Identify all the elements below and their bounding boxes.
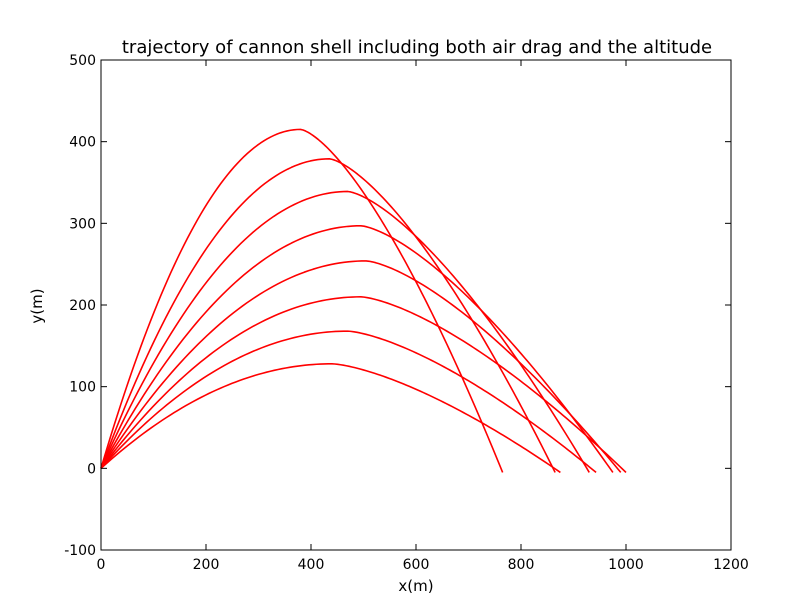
x-axis-ticks: 0 200 400 600 800 1000 1200 [97,60,749,573]
x-tick-label: 0 [97,557,106,573]
x-axis-label: x(m) [398,577,433,595]
y-tick-label: 300 [69,216,96,232]
y-tick-label: 500 [69,53,96,69]
x-tick-label: 200 [193,557,220,573]
x-tick-label: 1000 [608,557,644,573]
trajectory-series-group [100,128,627,474]
y-tick-label: 400 [69,135,96,151]
x-tick-label: 1200 [713,557,749,573]
x-tick-label: 400 [298,557,325,573]
trajectory-2-line [100,330,597,474]
trajectory-7-line [100,158,556,473]
y-tick-label: 0 [87,461,96,477]
trajectory-8-line [100,128,504,473]
y-tick-label: 200 [69,298,96,314]
y-axis-label: y(m) [28,288,46,323]
trajectory-4-line [100,260,622,473]
y-tick-label: 100 [69,380,96,396]
y-tick-label: -100 [64,543,96,559]
x-tick-label: 800 [508,557,535,573]
trajectory-3-line [100,296,627,473]
plot-frame [100,59,732,551]
y-axis-ticks: -100 0 100 200 300 400 500 [64,53,731,559]
trajectory-6-line [100,190,590,473]
trajectory-1-line [100,363,561,474]
chart-title: trajectory of cannon shell including bot… [122,37,712,58]
x-tick-label: 600 [403,557,430,573]
